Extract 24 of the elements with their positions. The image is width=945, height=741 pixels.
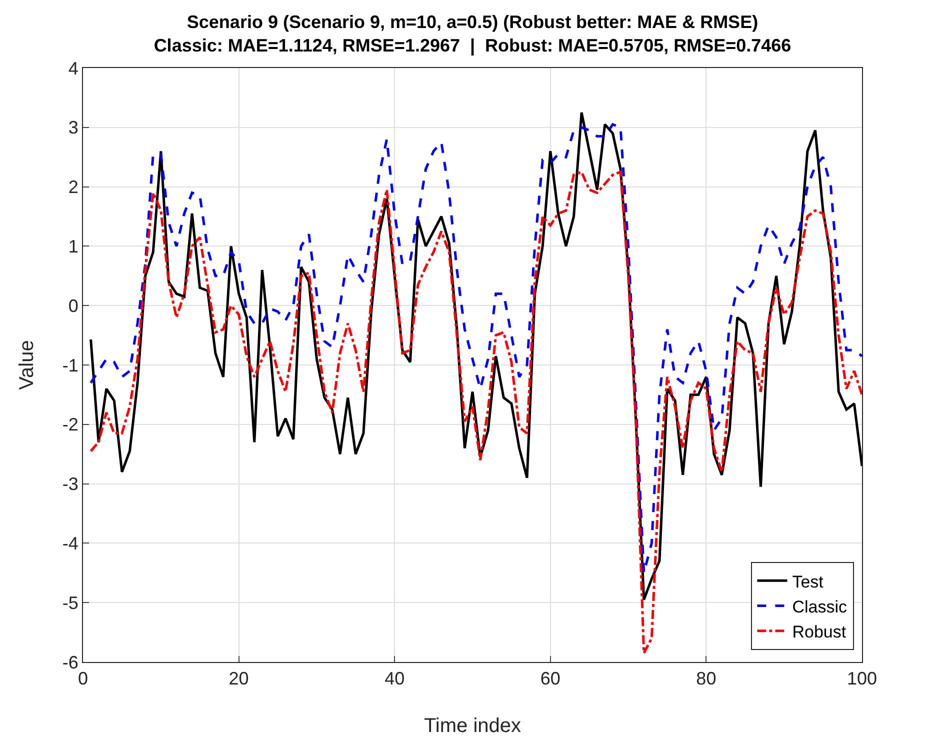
- legend-label: Test: [792, 572, 824, 592]
- y-tick-label: 3: [68, 118, 78, 138]
- y-tick-label: 2: [68, 177, 78, 198]
- x-tick-label: 40: [384, 668, 405, 689]
- x-tick-label: 100: [846, 668, 878, 689]
- y-tick-label: -1: [62, 355, 78, 376]
- legend-label: Classic: [792, 597, 848, 616]
- y-axis-title: Value: [16, 340, 38, 390]
- x-tick-label: 20: [228, 668, 249, 689]
- line-series: [90, 170, 862, 654]
- chart-title: Scenario 9 (Scenario 9, m=10, a=0.5) (Robust better: MAE & RMSE): [186, 12, 758, 32]
- y-tick-label: -6: [62, 652, 78, 672]
- legend-label: Robust: [792, 622, 846, 642]
- y-tick-label: -4: [62, 534, 78, 554]
- x-axis-title: Time index: [424, 715, 522, 737]
- y-tick-label: 0: [68, 296, 78, 316]
- chart-subtitle: Classic: MAE=1.1124, RMSE=1.2967 | Robust: MAE=0.5705, RMSE=0.7466: [154, 36, 792, 56]
- y-tick-label: -2: [62, 414, 78, 435]
- y-tick-label: -3: [62, 474, 78, 494]
- y-tick-label: 1: [68, 236, 78, 256]
- y-tick-label: -5: [62, 592, 78, 613]
- y-tick-label: 4: [68, 58, 78, 78]
- x-tick-label: 60: [540, 668, 560, 689]
- x-tick-label: 80: [696, 668, 716, 689]
